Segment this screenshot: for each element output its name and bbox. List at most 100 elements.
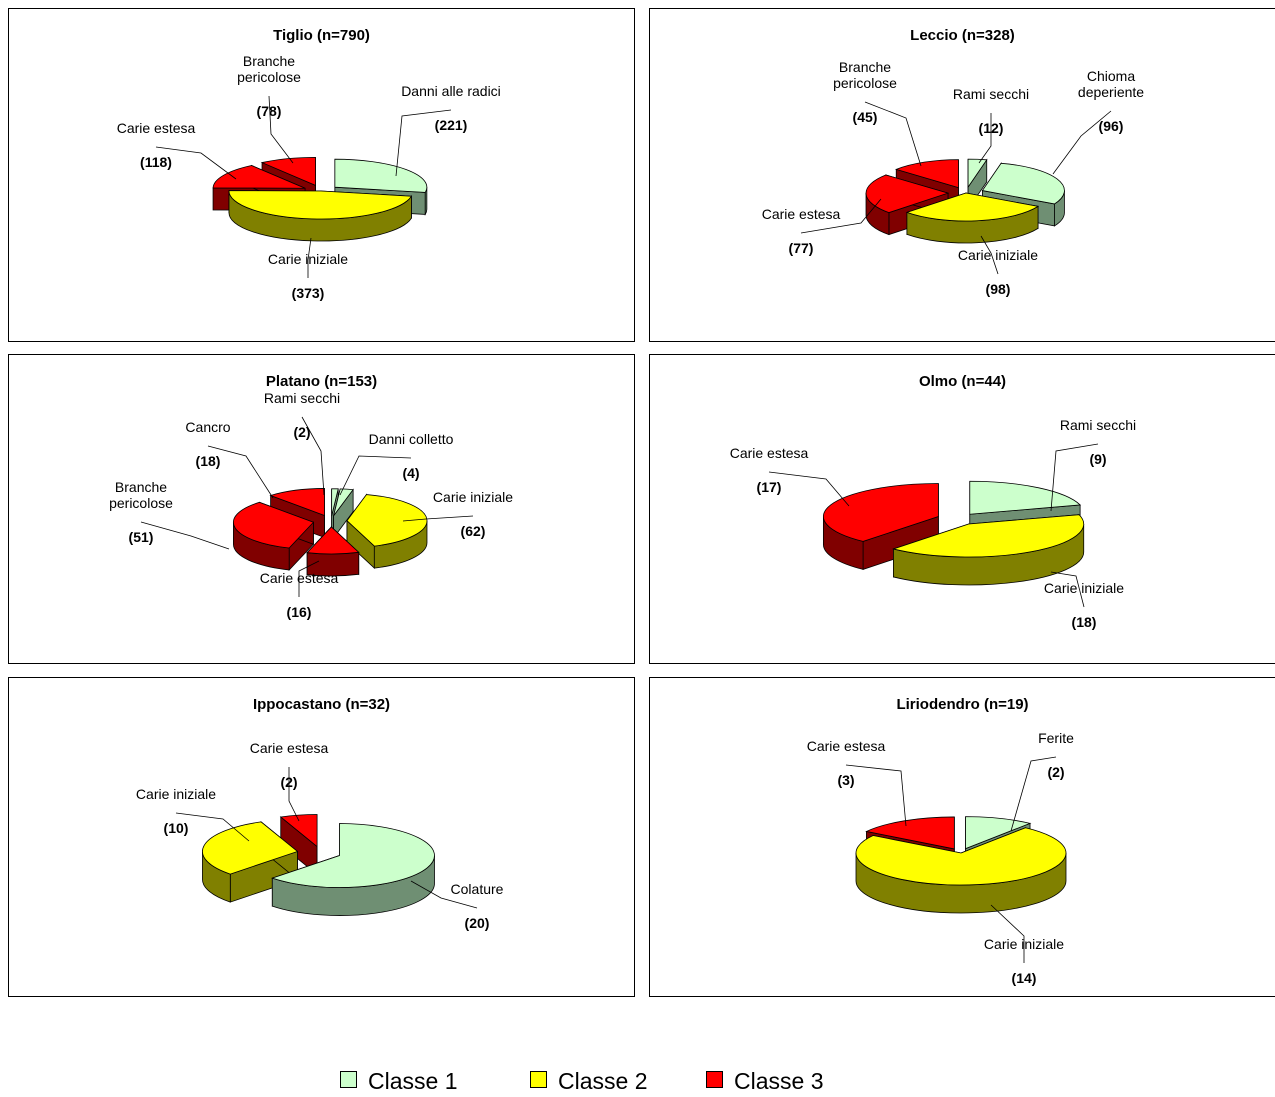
slice-top xyxy=(212,165,306,189)
slice-top xyxy=(865,816,955,850)
slice-label: Branche pericolose xyxy=(109,479,173,511)
slice-label: Danni colletto xyxy=(369,431,454,447)
chart-panel-tiglio: Tiglio (n=790) Danni alle radici (221) Car… xyxy=(8,8,635,342)
slice-value-label: (62) xyxy=(461,523,486,539)
leader-line xyxy=(1050,571,1085,608)
slice-top xyxy=(271,823,435,888)
slice-top xyxy=(260,156,316,186)
leader-line xyxy=(980,235,999,275)
slice-top xyxy=(202,821,299,875)
slice-value-label: (2) xyxy=(1047,764,1064,780)
slice-value-label: (17) xyxy=(757,479,782,495)
slice-label: Ferite xyxy=(1038,730,1074,746)
slice-value-label: (18) xyxy=(1072,614,1097,630)
leader-line xyxy=(978,113,992,164)
slice-value-label: (373) xyxy=(292,285,325,301)
slice-value-label: (98) xyxy=(986,281,1011,297)
slice-top xyxy=(333,488,354,517)
slice-label: Carie estesa xyxy=(807,738,886,754)
chart-panel-olmo: Olmo (n=44) Rami secchi (9) Carie iniziale… xyxy=(649,354,1275,664)
chart-title: Liriodendro (n=19) xyxy=(896,696,1029,713)
slice-top xyxy=(279,814,318,848)
slice-value-label: (20) xyxy=(465,915,490,931)
legend-label: Classe 3 xyxy=(734,1068,824,1094)
slice-top xyxy=(967,158,988,189)
pie-chart-ippocastano: Colature (20) Carie iniziale (10) Carie este… xyxy=(136,740,504,931)
slice-value-label: (77) xyxy=(789,240,814,256)
legend: Classe 1 Classe 2 Classe 3 xyxy=(0,1065,1275,1097)
legend-swatch xyxy=(706,1071,723,1088)
pie-slice-1 xyxy=(228,190,413,242)
leader-line xyxy=(395,109,452,177)
slice-value-label: (2) xyxy=(280,774,297,790)
slice-label: Rami secchi xyxy=(264,390,340,406)
slice-label: Carie estesa xyxy=(260,570,339,586)
pie-slice-1 xyxy=(202,821,299,903)
slice-value-label: (51) xyxy=(129,529,154,545)
slice-top xyxy=(233,501,315,549)
legend-swatch xyxy=(340,1071,357,1088)
leader-line xyxy=(175,812,250,842)
slice-value-label: (45) xyxy=(853,109,878,125)
leader-line xyxy=(288,767,300,822)
pie-slice-2 xyxy=(346,493,428,570)
pie-chart-tiglio: Danni alle radici (221) Carie iniziale (373… xyxy=(117,53,501,301)
leader-line xyxy=(140,521,230,550)
slice-value-label: (12) xyxy=(979,120,1004,136)
pie-chart-liriodendro: Ferite (2) Carie iniziale (14) Carie estesa (… xyxy=(807,730,1074,986)
pie-chart-platano: Rami secchi (2) Danni colletto (4) Carie ini… xyxy=(109,390,513,620)
leader-line xyxy=(845,764,907,827)
pie-chart-olmo: Rami secchi (9) Carie iniziale (18) Carie es… xyxy=(730,417,1136,630)
chart-title: Olmo (n=44) xyxy=(918,373,1007,390)
chart-title: Tiglio (n=790) xyxy=(273,27,370,44)
slice-top xyxy=(331,488,339,516)
pie-slice-1 xyxy=(891,514,1085,586)
legend-label: Classe 2 xyxy=(558,1068,648,1094)
legend-label: Classe 1 xyxy=(368,1068,458,1094)
slice-label: Rami secchi xyxy=(1060,417,1136,433)
slice-label: Carie iniziale xyxy=(268,251,348,267)
slice-value-label: (9) xyxy=(1089,451,1106,467)
pie-chart-leccio: Rami secchi (12) Chioma deperiente (96) Carie… xyxy=(762,59,1145,297)
chart-panel-liriodendro: Liriodendro (n=19) Ferite (2) Carie inizia… xyxy=(649,677,1275,997)
leader-line xyxy=(1052,110,1112,175)
slice-label: Branche pericolose xyxy=(237,53,301,85)
slice-label: Rami secchi xyxy=(953,86,1029,102)
slice-top xyxy=(965,816,1032,850)
slice-top xyxy=(895,159,959,189)
slice-value-label: (118) xyxy=(140,154,172,170)
leader-line xyxy=(301,416,325,496)
slice-value-label: (3) xyxy=(837,772,854,788)
slice-label: Branche pericolose xyxy=(833,59,897,91)
slice-label: Carie iniziale xyxy=(136,786,216,802)
leader-line xyxy=(1050,443,1099,512)
leader-line xyxy=(339,455,412,496)
leader-line xyxy=(768,471,850,507)
slice-label: Carie estesa xyxy=(250,740,329,756)
chart-title: Leccio (n=328) xyxy=(910,27,1015,44)
pie-slice-1 xyxy=(333,488,354,539)
leader-line xyxy=(990,904,1025,963)
slice-value-label: (18) xyxy=(196,453,221,469)
slice-label: Carie estesa xyxy=(730,445,809,461)
slice-value-label: (2) xyxy=(293,424,310,440)
leader-line xyxy=(307,237,312,278)
leader-line xyxy=(155,146,237,180)
slice-label: Cancro xyxy=(185,419,230,435)
pie-slice-2 xyxy=(279,814,318,876)
legend-swatch xyxy=(530,1071,547,1088)
slice-top xyxy=(306,526,360,555)
slice-top xyxy=(969,480,1082,515)
pie-slice-4 xyxy=(233,501,315,572)
slice-value-label: (14) xyxy=(1012,970,1037,986)
slice-label: Danni alle radici xyxy=(401,83,501,99)
leader-line xyxy=(207,445,274,499)
slice-top xyxy=(981,162,1065,205)
slice-top xyxy=(855,827,1067,886)
chart-title: Ippocastano (n=32) xyxy=(252,696,391,713)
slice-top xyxy=(891,514,1085,558)
pie-slice-1 xyxy=(855,827,1067,914)
leader-line xyxy=(800,198,882,234)
slice-value-label: (16) xyxy=(287,604,312,620)
pie-slice-3 xyxy=(306,525,360,577)
